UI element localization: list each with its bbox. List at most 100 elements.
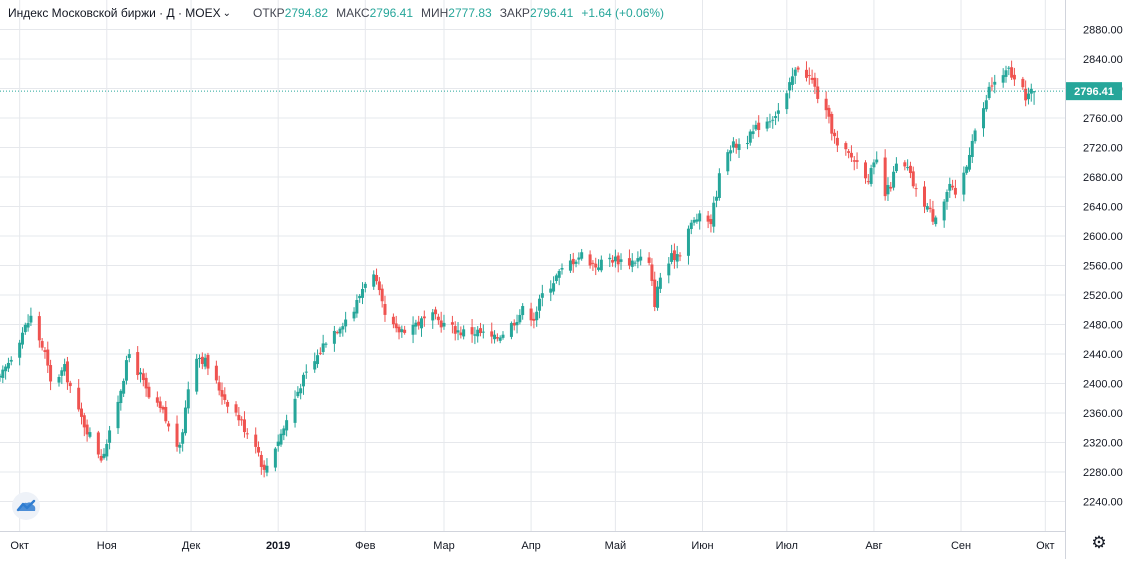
candle-body [945,191,949,202]
candle-body [903,162,907,167]
y-tick-label: 2440.00 [1083,349,1123,361]
candle-body [206,354,210,369]
candle-body [304,371,308,373]
candle-body [922,186,926,207]
candle-body [495,337,499,339]
candle-body [338,328,342,334]
candle-body [498,337,502,341]
candle-body [751,131,755,135]
candle-body [627,258,631,266]
candle-body [886,185,890,195]
candle-body [282,428,286,436]
candle-body [908,165,912,174]
candle-body [768,121,772,123]
candle-body [849,152,853,158]
x-tick-label: Июл [776,540,798,552]
candle-body [102,453,106,458]
candle-body [538,298,542,311]
candle-body [273,448,277,468]
candle-body [549,288,553,293]
x-tick-label: Окт [10,540,29,552]
candle-body [1012,74,1016,80]
candle-body [79,408,83,417]
chevron-down-icon[interactable]: ⌄ [222,7,232,19]
candle-body [993,81,997,85]
candle-body [597,267,601,270]
candle-body [729,150,733,154]
gear-icon[interactable]: ⚙ [1091,533,1107,552]
candle-body [217,382,221,391]
candle-body [318,352,322,354]
candle-body [745,143,749,145]
candle-body [574,261,578,264]
candle-body [355,299,359,314]
candle-body [672,250,676,261]
candle-body [639,256,643,261]
candle-body [647,257,651,263]
candle-body [158,401,162,408]
candle-body [863,162,867,179]
candle-body [296,391,300,397]
candle-body [375,275,379,282]
candle-body [889,186,893,189]
candle-body [242,419,246,433]
candle-body [450,322,454,325]
candle-body [869,168,873,184]
candle-body [962,172,966,195]
candle-body [181,432,185,444]
candle-body [568,260,572,271]
candle-body [866,181,870,183]
candle-body [650,264,654,281]
candle-body [951,185,955,188]
candle-body [240,419,244,421]
candle-body [852,160,856,162]
candle-body [658,277,662,289]
candle-body [1004,70,1008,77]
candle-body [611,259,615,263]
tradingview-logo-icon[interactable] [12,492,40,520]
candle-body [771,119,775,121]
candle-body [571,258,575,265]
candle-body [195,358,199,392]
symbol-title[interactable]: Индекс Московской биржи · Д · MOEX [8,6,221,20]
candle-body [313,361,317,370]
x-tick-label: Дек [182,540,201,552]
candle-body [872,162,876,168]
candle-body [712,202,716,227]
candle-body [262,464,266,470]
candle-body [186,389,190,409]
candle-body [813,77,817,87]
candle-body [698,213,702,222]
high-value: 2796.41 [369,6,413,20]
candle-body [46,349,50,366]
y-tick-label: 2400.00 [1083,379,1123,391]
candle-body [422,316,426,319]
candle-body [535,311,539,321]
candle-body [470,327,474,335]
candle-body [911,171,915,187]
candle-body [265,465,269,473]
candle-body [1032,91,1036,93]
candle-body [26,323,30,328]
candle-body [613,256,617,262]
candle-body [420,318,424,329]
candle-body [552,283,556,292]
candle-body [1007,67,1011,69]
candle-body [934,217,938,225]
candle-body [987,86,991,99]
candle-body [953,187,957,195]
candle-body [844,143,848,150]
candle-body [493,334,497,340]
candle-body [363,283,367,288]
x-tick-label: 2019 [266,540,290,552]
candle-body [214,365,218,381]
candle-body [257,447,261,453]
candle-body [77,387,81,410]
candle-body [6,362,10,369]
candle-body [82,415,86,428]
x-tick-label: Мар [433,540,455,552]
candle-body [788,82,792,91]
candle-body [341,326,345,330]
